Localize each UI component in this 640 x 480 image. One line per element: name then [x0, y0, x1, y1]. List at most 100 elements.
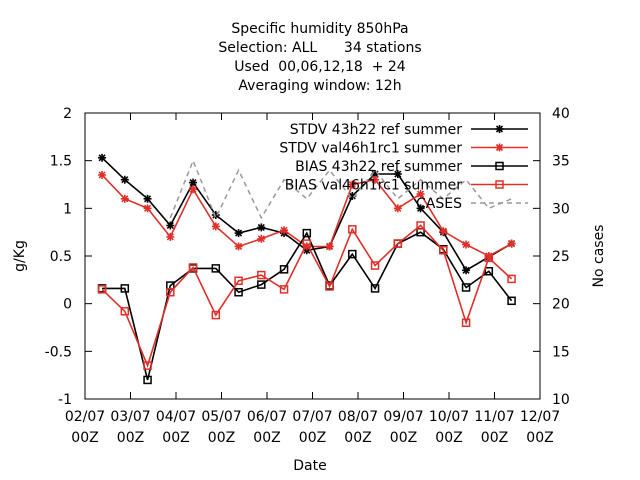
x-tick-label-date: 09/07	[383, 409, 423, 425]
star-point-marker	[462, 240, 471, 249]
y2-tick-label: 25	[552, 249, 570, 265]
series-layer	[97, 153, 516, 385]
square-point-marker	[302, 228, 312, 238]
series-4	[169, 158, 512, 220]
x-tick-label-time: 00Z	[208, 430, 235, 446]
chart-title: Specific humidity 850hPa Selection: ALL …	[218, 21, 421, 94]
square-point-marker	[279, 265, 289, 274]
square-point-marker	[166, 287, 175, 297]
x-tick-label-time: 00Z	[162, 430, 189, 446]
x-tick-label-date: 08/07	[338, 409, 378, 425]
marker-stroke	[348, 192, 356, 200]
x-tick-label-date: 12/07	[520, 409, 560, 425]
square-point-marker	[495, 180, 504, 189]
star-point-marker	[143, 204, 152, 213]
marker-stroke	[234, 242, 243, 251]
marker-stroke	[121, 195, 129, 203]
y-tick-label: 1.5	[50, 154, 72, 170]
marker-stroke	[189, 185, 197, 193]
square-point-marker	[143, 375, 152, 385]
star-point-marker	[189, 185, 198, 194]
square-point-marker	[461, 318, 471, 327]
star-point-marker	[325, 242, 334, 251]
square-point-marker	[234, 276, 243, 286]
y-tick-label: -1	[58, 392, 72, 408]
star-point-marker	[120, 175, 129, 184]
marker-stroke	[98, 171, 106, 179]
legend-label: CASES	[416, 196, 462, 212]
x-tick-label-date: 03/07	[110, 409, 150, 425]
star-point-marker	[257, 234, 266, 243]
marker-stroke	[507, 240, 516, 248]
marker-stroke	[143, 195, 152, 203]
x-tick-label-time: 00Z	[71, 430, 98, 446]
y-tick-label: 1	[63, 201, 72, 217]
square-point-marker	[495, 161, 504, 171]
square-point-marker	[234, 287, 243, 297]
square-point-marker	[302, 239, 312, 248]
x-tick-label-date: 06/07	[247, 409, 287, 425]
square-point-marker	[257, 270, 266, 280]
y-tick-label: 0	[63, 297, 72, 313]
marker-stroke	[462, 240, 470, 249]
legend-label: STDV 43h22 ref summer	[290, 122, 462, 138]
marker-stroke	[394, 170, 402, 178]
star-point-marker	[439, 227, 448, 236]
y2-axis-label: No cases	[591, 225, 607, 288]
square-point-marker	[143, 361, 152, 370]
star-point-marker	[393, 204, 402, 213]
marker-stroke	[439, 227, 447, 235]
y2-tick-label: 20	[552, 297, 570, 313]
x-tick-label-date: 10/07	[429, 409, 469, 425]
title-line-1: Specific humidity 850hPa	[231, 21, 408, 37]
square-point-marker	[416, 221, 425, 230]
square-point-marker	[257, 280, 266, 289]
y2-tick-label: 35	[552, 154, 570, 170]
star-point-marker	[462, 266, 471, 275]
star-point-marker	[211, 222, 220, 231]
y-tick-label: 0.5	[50, 249, 72, 265]
marker-stroke	[234, 229, 243, 237]
x-tick-label-date: 07/07	[292, 409, 332, 425]
square-point-marker	[211, 310, 221, 320]
star-point-marker	[257, 223, 266, 232]
x-tick-label-time: 00Z	[390, 430, 417, 446]
star-point-marker	[166, 232, 175, 241]
square-point-marker	[279, 285, 289, 294]
series-line	[101, 224, 513, 368]
marker-stroke	[257, 223, 265, 231]
marker-stroke	[166, 221, 174, 230]
x-tick-label-time: 00Z	[117, 430, 144, 446]
marker-stroke	[495, 143, 504, 152]
y-tick-label: 2	[63, 106, 72, 122]
square-point-marker	[484, 267, 494, 276]
marker-stroke	[121, 176, 129, 184]
star-point-marker	[371, 175, 380, 184]
star-point-marker	[416, 190, 425, 199]
x-tick-label-time: 00Z	[253, 430, 280, 446]
y2-tick-label: 10	[552, 392, 570, 408]
square-point-marker	[348, 225, 357, 234]
square-point-marker	[507, 296, 516, 306]
marker-stroke	[348, 180, 356, 189]
legend-label: BIAS val46h1rc1 summer	[285, 178, 463, 194]
square-point-marker	[461, 283, 471, 292]
series-1	[98, 170, 516, 260]
axes: -1 -0.5 0 0.5 1 1.5 2 10 15 20 25 30 35 40 02/07 00Z 03/…	[45, 106, 570, 446]
square-point-marker	[120, 284, 130, 293]
square-point-marker	[348, 249, 357, 259]
y-tick-label: -0.5	[45, 344, 72, 360]
star-point-marker	[393, 170, 402, 179]
y-axis-label: g/Kg	[12, 240, 28, 272]
marker-stroke	[416, 190, 425, 198]
square-point-marker	[120, 307, 130, 316]
x-tick-label-date: 02/07	[65, 409, 105, 425]
star-point-marker	[143, 194, 152, 203]
marker-stroke	[371, 176, 379, 184]
x-tick-label-date: 05/07	[201, 409, 241, 425]
square-point-marker	[370, 261, 380, 270]
marker-stroke	[166, 233, 174, 241]
square-point-marker	[393, 239, 403, 248]
series-3	[97, 221, 516, 370]
y2-tick-label: 40	[552, 106, 570, 122]
